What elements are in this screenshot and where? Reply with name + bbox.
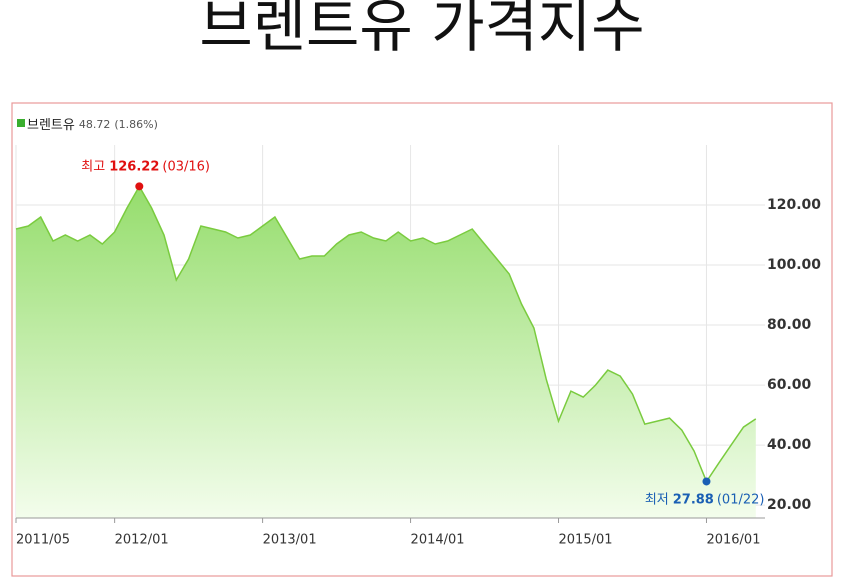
annotation-date: (03/16) (162, 159, 210, 174)
x-tick-label: 2014/01 (411, 533, 465, 548)
y-tick-label: 80.00 (767, 317, 812, 333)
legend-swatch (17, 119, 25, 127)
x-tick-label: 2015/01 (559, 533, 613, 548)
y-tick-label: 20.00 (767, 497, 812, 513)
y-tick-label: 120.00 (767, 197, 821, 213)
legend-latest: 48.72 (79, 118, 111, 131)
y-tick-label: 100.00 (767, 257, 821, 273)
x-tick-label: 2013/01 (263, 533, 317, 548)
x-tick-label: 2011/05 (16, 533, 70, 548)
annotation-date: (01/22) (717, 492, 765, 507)
annotation-point (135, 182, 144, 191)
y-tick-label: 40.00 (767, 437, 812, 453)
plot: 20.00 40.00 60.00 80.00 100.00 120.00 2011/05 2… (15, 145, 821, 548)
annotation-value: 27.88 (673, 492, 714, 507)
legend-change: (1.86%) (114, 118, 158, 131)
chart-title: 브렌트유 가격지수 (199, 0, 644, 60)
annotation-label: 최저 (645, 492, 669, 507)
annotation-point (702, 477, 711, 486)
annotation-label: 최고 (81, 159, 105, 174)
legend-name: 브렌트유 (27, 118, 75, 133)
annotation-value: 126.22 (109, 159, 159, 174)
area (16, 186, 756, 518)
annotation: 최고 126.22 (03/16) (81, 159, 210, 174)
y-tick-label: 60.00 (767, 377, 812, 393)
x-tick-label: 2012/01 (115, 533, 169, 548)
annotation: 최저 27.88 (01/22) (645, 492, 765, 507)
x-tick-label: 2016/01 (706, 533, 760, 548)
legend: 브렌트유 48.72 (1.86%) (27, 118, 158, 133)
